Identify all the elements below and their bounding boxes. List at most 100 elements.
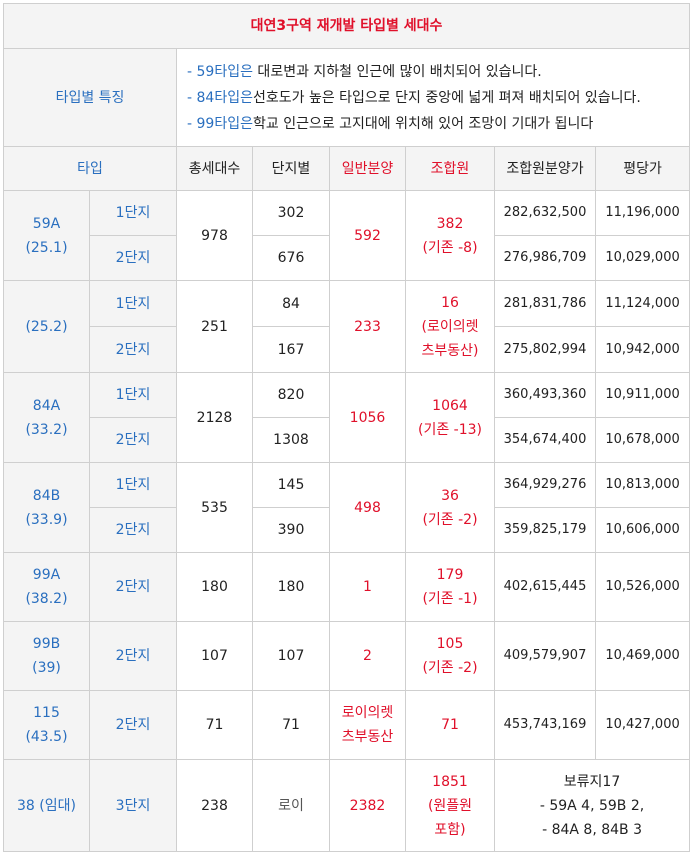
general-cell: 로이의렛 츠부동산 bbox=[329, 690, 406, 760]
pyeong-cell: 10,813,000 bbox=[594, 462, 691, 508]
reserve-cell: 보류지17- 59A 4, 59B 2, - 84A 8, 84B 3 bbox=[493, 759, 691, 852]
general-cell: 2382 bbox=[329, 759, 406, 852]
header-general: 일반분양 bbox=[329, 146, 406, 191]
member-cell: 1851 (원플원 포함) bbox=[405, 759, 495, 852]
type-cell: 84B (33.9) bbox=[3, 462, 90, 553]
price-cell: 359,825,179 bbox=[494, 507, 596, 553]
count-cell: 1308 bbox=[252, 417, 330, 463]
price-cell: 364,929,276 bbox=[494, 462, 596, 508]
count-cell: 820 bbox=[252, 372, 330, 418]
header-total: 총세대수 bbox=[176, 146, 253, 191]
district-cell: 1단지 bbox=[89, 372, 177, 418]
total-cell: 107 bbox=[176, 621, 253, 691]
total-cell: 251 bbox=[176, 280, 253, 373]
total-cell: 71 bbox=[176, 690, 253, 760]
table-row: 38 (임대) 3단지 238 로이 2382 1851 (원플원 포함) 보류지1… bbox=[3, 759, 691, 852]
type-cell: 99A (38.2) bbox=[3, 552, 90, 622]
count-cell: 180 bbox=[252, 552, 330, 622]
type-cell: 59A (25.1) bbox=[3, 190, 90, 281]
table-row: 2단지 167 275,802,994 10,942,000 bbox=[4, 326, 691, 373]
total-cell: 535 bbox=[176, 462, 253, 553]
header-member: 조합원 bbox=[405, 146, 495, 191]
total-cell: 238 bbox=[176, 759, 253, 852]
price-cell: 402,615,445 bbox=[494, 552, 596, 622]
price-cell: 354,674,400 bbox=[494, 417, 596, 463]
table-row: 84A (33.2) 1단지 2128 820 1056 1064 (기존 -13)… bbox=[3, 372, 691, 463]
pyeong-cell: 10,526,000 bbox=[594, 552, 691, 622]
district-cell: 2단지 bbox=[89, 507, 177, 553]
count-cell: 84 bbox=[252, 280, 330, 327]
total-cell: 180 bbox=[176, 552, 253, 622]
member-cell: 382 (기존 -8) bbox=[405, 190, 495, 281]
features-list: - 59타입은 대로변과 지하철 인근에 많이 배치되어 있습니다. - 84타… bbox=[175, 48, 691, 147]
price-cell: 360,493,360 bbox=[494, 372, 596, 418]
pyeong-cell: 10,942,000 bbox=[594, 326, 691, 373]
count-cell: 71 bbox=[252, 690, 330, 760]
district-cell: 2단지 bbox=[89, 235, 177, 281]
district-cell: 2단지 bbox=[89, 552, 177, 622]
table-row: 2단지 676 276,986,709 10,029,000 bbox=[4, 235, 691, 281]
price-cell: 276,986,709 bbox=[494, 235, 596, 281]
feature-item: - 84타입은선호도가 높은 타입으로 단지 중앙에 넓게 펴져 배치되어 있습… bbox=[187, 89, 641, 106]
pyeong-cell: 10,469,000 bbox=[594, 621, 691, 691]
price-cell: 409,579,907 bbox=[494, 621, 596, 691]
member-cell: 36 (기존 -2) bbox=[405, 462, 495, 553]
table-row: 59A (25.1) 1단지 978 302 592 382 (기존 -8) 282… bbox=[3, 190, 691, 281]
member-cell: 105 (기존 -2) bbox=[405, 621, 495, 691]
pyeong-cell: 10,427,000 bbox=[594, 690, 691, 760]
district-cell: 1단지 bbox=[89, 462, 177, 508]
type-cell: 99B (39) bbox=[3, 621, 90, 691]
features-label: 타입별 특징 bbox=[3, 48, 177, 147]
count-cell: 145 bbox=[252, 462, 330, 508]
general-cell: 1056 bbox=[329, 372, 406, 463]
member-cell: 179 (기존 -1) bbox=[405, 552, 495, 622]
pyeong-cell: 11,196,000 bbox=[594, 190, 691, 236]
header-row: 타입 총세대수 단지별 일반분양 조합원 조합원분양가 평당가 bbox=[3, 146, 691, 191]
table-row: (25.2) 1단지 251 84 233 16 (로이의렛 츠부동산) 281,8… bbox=[3, 280, 691, 373]
table-title: 대연3구역 재개발 타입별 세대수 bbox=[2, 3, 691, 49]
table-row: 99B (39) 2단지 107 107 2 105 (기존 -2) 409,579… bbox=[3, 621, 691, 691]
feature-item: - 59타입은 대로변과 지하철 인근에 많이 배치되어 있습니다. bbox=[187, 63, 542, 80]
table-row: 115 (43.5) 2단지 71 71 로이의렛 츠부동산 71 453,743,… bbox=[3, 690, 691, 760]
member-cell: 16 (로이의렛 츠부동산) bbox=[405, 280, 495, 373]
total-cell: 2128 bbox=[176, 372, 253, 463]
count-cell: 676 bbox=[252, 235, 330, 281]
count-cell: 로이 bbox=[252, 759, 330, 852]
type-cell: 84A (33.2) bbox=[3, 372, 90, 463]
general-cell: 498 bbox=[329, 462, 406, 553]
count-cell: 107 bbox=[252, 621, 330, 691]
header-type: 타입 bbox=[3, 146, 177, 191]
table-row: 99A (38.2) 2단지 180 180 1 179 (기존 -1) 402,6… bbox=[3, 552, 691, 622]
type-cell: 115 (43.5) bbox=[3, 690, 90, 760]
general-cell: 2 bbox=[329, 621, 406, 691]
district-cell: 2단지 bbox=[89, 690, 177, 760]
price-cell: 275,802,994 bbox=[494, 326, 596, 373]
district-cell: 1단지 bbox=[89, 190, 177, 236]
member-cell: 1064 (기존 -13) bbox=[405, 372, 495, 463]
pyeong-cell: 10,606,000 bbox=[594, 507, 691, 553]
district-cell: 3단지 bbox=[89, 759, 177, 852]
count-cell: 302 bbox=[252, 190, 330, 236]
member-cell: 71 bbox=[405, 690, 495, 760]
district-cell: 2단지 bbox=[89, 326, 177, 373]
header-district: 단지별 bbox=[252, 146, 330, 191]
count-cell: 167 bbox=[252, 326, 330, 373]
general-cell: 233 bbox=[329, 280, 406, 373]
pyeong-cell: 11,124,000 bbox=[594, 280, 691, 327]
table-row: 2단지 390 359,825,179 10,606,000 bbox=[4, 507, 691, 553]
general-cell: 592 bbox=[329, 190, 406, 281]
table-row: 2단지 1308 354,674,400 10,678,000 bbox=[4, 417, 691, 463]
table-row: 84B (33.9) 1단지 535 145 498 36 (기존 -2) 364,… bbox=[3, 462, 691, 553]
type-cell: 38 (임대) bbox=[3, 759, 90, 852]
type-cell: (25.2) bbox=[3, 280, 90, 373]
count-cell: 390 bbox=[252, 507, 330, 553]
price-cell: 453,743,169 bbox=[494, 690, 596, 760]
header-pyeong-price: 평당가 bbox=[594, 146, 691, 191]
total-cell: 978 bbox=[176, 190, 253, 281]
price-cell: 281,831,786 bbox=[494, 280, 596, 327]
pyeong-cell: 10,911,000 bbox=[594, 372, 691, 418]
district-cell: 2단지 bbox=[89, 621, 177, 691]
header-member-price: 조합원분양가 bbox=[494, 146, 596, 191]
price-cell: 282,632,500 bbox=[494, 190, 596, 236]
pyeong-cell: 10,029,000 bbox=[594, 235, 691, 281]
